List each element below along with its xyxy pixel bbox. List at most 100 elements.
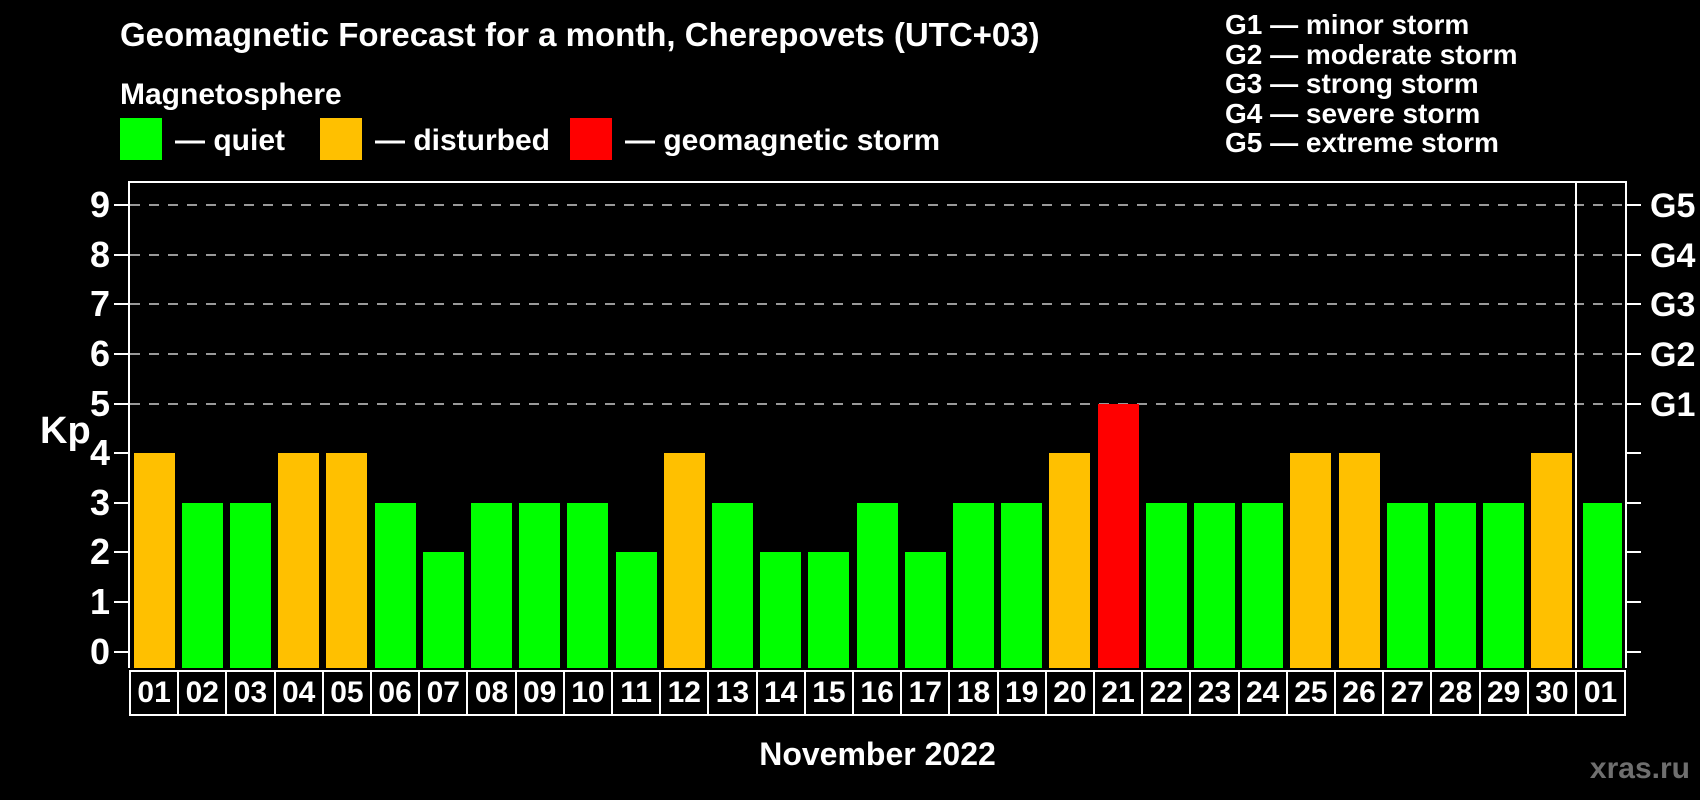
g-axis-label-g4: G4 xyxy=(1650,236,1696,275)
y-tick-right-3 xyxy=(1625,501,1641,504)
xras-watermark: xras.ru xyxy=(1589,752,1690,785)
y-tick-left-5 xyxy=(114,402,130,405)
y-axis-title-kp: Kp xyxy=(40,410,91,452)
bar-day-10 xyxy=(567,502,609,668)
y-tick-right-6 xyxy=(1625,352,1641,355)
bar-day-19 xyxy=(1001,502,1043,668)
day-label-cell-31: 01 xyxy=(1575,670,1626,716)
y-tick-label-1: 1 xyxy=(89,580,110,622)
g2-legend-line: G2 — moderate storm xyxy=(1225,38,1518,70)
chart-title: Geomagnetic Forecast for a month, Cherep… xyxy=(120,16,1040,53)
bar-day-29 xyxy=(1483,502,1525,668)
bar-day-27 xyxy=(1386,502,1428,668)
bar-day-21 xyxy=(1097,403,1139,668)
plot-area-border xyxy=(128,181,1627,668)
bar-day-30 xyxy=(1531,453,1573,668)
day-label-cell-26: 26 xyxy=(1334,670,1385,716)
bar-day-18 xyxy=(952,502,995,668)
day-label-cell-16: 16 xyxy=(852,670,903,716)
bar-day-26 xyxy=(1338,453,1380,668)
bar-day-06 xyxy=(374,502,416,668)
month-separator-line xyxy=(1575,183,1577,668)
y-tick-right-7 xyxy=(1625,303,1641,306)
y-tick-label-8: 8 xyxy=(89,233,110,275)
disturbed-legend-label: — disturbed xyxy=(375,124,551,157)
g3-legend-line: G3 — strong storm xyxy=(1225,68,1479,99)
day-label-cell-5: 05 xyxy=(321,670,372,716)
y-tick-left-7 xyxy=(114,303,130,306)
y-tick-label-5: 5 xyxy=(89,382,110,424)
g-axis-label-g3: G3 xyxy=(1650,286,1696,325)
day-label-cell-13: 13 xyxy=(707,670,758,716)
y-tick-left-0 xyxy=(114,650,130,653)
day-label-cell-1: 01 xyxy=(129,670,180,716)
day-label-cell-20: 20 xyxy=(1044,670,1095,716)
day-label-cell-25: 25 xyxy=(1285,670,1336,716)
day-label-cell-9: 09 xyxy=(514,670,565,716)
magnetosphere-heading: Magnetosphere xyxy=(120,78,342,111)
y-tick-right-1 xyxy=(1625,600,1641,603)
g-scale-legend: G1 — minor storm G2 — moderate storm G3 … xyxy=(1225,10,1518,158)
day-label-cell-14: 14 xyxy=(755,670,806,716)
bar-day-01 xyxy=(1582,502,1622,668)
y-tick-right-2 xyxy=(1625,551,1641,554)
bar-day-22 xyxy=(1145,502,1187,668)
y-tick-left-2 xyxy=(114,551,130,554)
day-label-cell-6: 06 xyxy=(370,670,421,716)
storm-legend-label: — geomagnetic storm xyxy=(625,124,941,157)
y-tick-left-4 xyxy=(114,452,130,455)
y-tick-label-9: 9 xyxy=(89,184,110,226)
y-tick-label-0: 0 xyxy=(89,630,110,672)
bar-day-07 xyxy=(422,552,464,668)
y-tick-left-1 xyxy=(114,600,130,603)
bar-day-17 xyxy=(904,552,946,668)
bar-day-09 xyxy=(519,502,561,668)
y-tick-label-2: 2 xyxy=(89,531,110,573)
y-tick-right-4 xyxy=(1625,452,1641,455)
bar-day-05 xyxy=(326,453,368,668)
y-tick-label-7: 7 xyxy=(89,283,110,325)
bar-day-01 xyxy=(133,453,175,668)
g-axis-label-g5: G5 xyxy=(1650,187,1696,226)
bar-day-02 xyxy=(181,502,223,668)
bar-day-03 xyxy=(229,502,272,668)
g5-legend-line: G5 — extreme storm xyxy=(1225,127,1499,158)
bar-day-11 xyxy=(615,552,657,668)
day-label-cell-17: 17 xyxy=(900,670,951,716)
day-label-cell-4: 04 xyxy=(273,670,324,716)
day-label-cell-10: 10 xyxy=(562,670,613,716)
y-tick-left-3 xyxy=(114,501,130,504)
bar-day-28 xyxy=(1434,502,1477,668)
day-label-cell-27: 27 xyxy=(1382,670,1433,716)
day-label-cell-7: 07 xyxy=(418,670,469,716)
gridline-kp7 xyxy=(130,303,1625,306)
day-label-cell-22: 22 xyxy=(1141,670,1192,716)
gridline-kp5 xyxy=(130,402,1625,405)
day-label-cell-18: 18 xyxy=(948,670,999,716)
day-label-cell-8: 08 xyxy=(466,670,517,716)
x-axis-title-month: November 2022 xyxy=(759,736,996,772)
bar-day-14 xyxy=(760,552,802,668)
day-label-cell-28: 28 xyxy=(1430,670,1481,716)
bar-day-24 xyxy=(1242,502,1284,668)
bar-day-16 xyxy=(856,502,898,668)
gridline-kp9 xyxy=(130,204,1625,207)
bar-day-12 xyxy=(663,453,705,668)
y-tick-left-6 xyxy=(114,352,130,355)
g1-legend-line: G1 — minor storm xyxy=(1225,9,1470,40)
bar-day-15 xyxy=(808,552,850,668)
y-tick-right-0 xyxy=(1625,650,1641,653)
day-label-cell-29: 29 xyxy=(1478,670,1529,716)
bar-day-25 xyxy=(1290,453,1332,668)
day-label-cell-15: 15 xyxy=(803,670,854,716)
y-tick-right-5 xyxy=(1625,402,1641,405)
day-label-cell-23: 23 xyxy=(1189,670,1240,716)
day-label-cell-11: 11 xyxy=(611,670,662,716)
gridline-kp6 xyxy=(130,352,1625,355)
day-label-cell-19: 19 xyxy=(996,670,1047,716)
bar-day-13 xyxy=(711,502,754,668)
bar-day-08 xyxy=(470,502,513,668)
day-label-cell-30: 30 xyxy=(1526,670,1577,716)
y-tick-right-9 xyxy=(1625,204,1641,207)
